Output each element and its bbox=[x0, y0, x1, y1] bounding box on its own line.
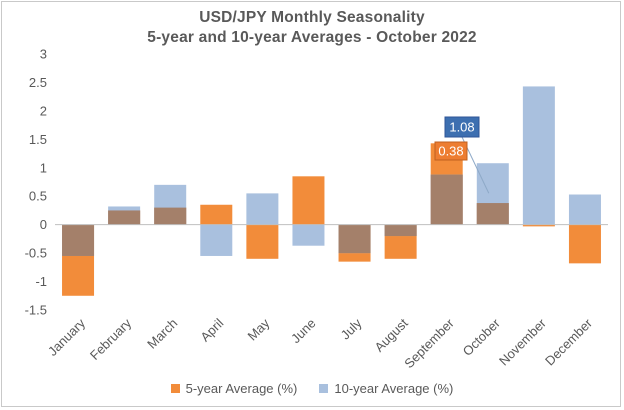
bar-10yr bbox=[568, 194, 601, 225]
bar-overlap bbox=[108, 210, 141, 225]
bar-overlap bbox=[338, 224, 371, 254]
chart-subtitle: 5-year and 10-year Averages - October 20… bbox=[147, 29, 477, 46]
x-tick-label: February bbox=[87, 315, 135, 363]
x-tick-label: August bbox=[372, 315, 411, 354]
y-tick-label: 0.5 bbox=[29, 189, 47, 204]
callout-10yr-label: 1.08 bbox=[449, 120, 474, 135]
y-tick-label: 3 bbox=[40, 47, 47, 62]
bar-5yr bbox=[292, 176, 325, 225]
y-tick-label: 2 bbox=[40, 103, 47, 118]
x-tick-label: January bbox=[45, 315, 89, 359]
bar-10yr bbox=[292, 224, 325, 246]
legend-swatch-5yr bbox=[170, 384, 180, 393]
legend-label-5yr: 5-year Average (%) bbox=[185, 381, 298, 396]
bar-10yr bbox=[246, 193, 279, 225]
bar-5yr bbox=[568, 224, 601, 264]
bar-overlap bbox=[384, 224, 417, 237]
x-tick-label: September bbox=[401, 315, 457, 371]
x-tick-label: December bbox=[542, 315, 595, 368]
chart-title: USD/JPY Monthly Seasonality bbox=[199, 9, 425, 26]
x-tick-label: July bbox=[338, 315, 365, 342]
bar-10yr bbox=[200, 224, 233, 256]
y-tick-label: 0 bbox=[40, 217, 47, 232]
legend-swatch-10yr bbox=[319, 384, 329, 393]
bar-overlap bbox=[430, 174, 463, 225]
x-tick-label: May bbox=[245, 315, 273, 343]
bar-5yr bbox=[246, 224, 279, 259]
bar-5yr bbox=[522, 224, 555, 227]
callout-10yr-box bbox=[444, 116, 480, 138]
y-tick-label: 2.5 bbox=[29, 75, 47, 90]
legend-item-5yr: 5-year Average (%) bbox=[170, 381, 298, 396]
bar-overlap bbox=[154, 207, 187, 225]
x-tick-label: October bbox=[460, 315, 504, 359]
y-tick-label: -1.5 bbox=[25, 303, 47, 318]
bar-overlap bbox=[62, 224, 95, 256]
y-tick-label: -0.5 bbox=[25, 246, 47, 261]
y-tick-label: 1.5 bbox=[29, 132, 47, 147]
x-tick-label: April bbox=[197, 315, 226, 344]
bar-5yr bbox=[200, 204, 233, 225]
y-tick-label: 1 bbox=[40, 160, 47, 175]
chart-legend: 5-year Average (%) 10-year Average (%) bbox=[0, 381, 624, 396]
y-tick-label: -1 bbox=[35, 274, 47, 289]
x-tick-label: November bbox=[496, 315, 549, 368]
bar-overlap bbox=[476, 203, 509, 225]
callout-5yr-box bbox=[434, 141, 468, 161]
legend-item-10yr: 10-year Average (%) bbox=[319, 381, 453, 396]
bar-10yr bbox=[522, 86, 555, 225]
callout-5yr-label: 0.38 bbox=[438, 144, 463, 159]
x-tick-label: March bbox=[144, 316, 180, 352]
x-tick-label: June bbox=[288, 316, 319, 347]
legend-label-10yr: 10-year Average (%) bbox=[334, 381, 454, 396]
